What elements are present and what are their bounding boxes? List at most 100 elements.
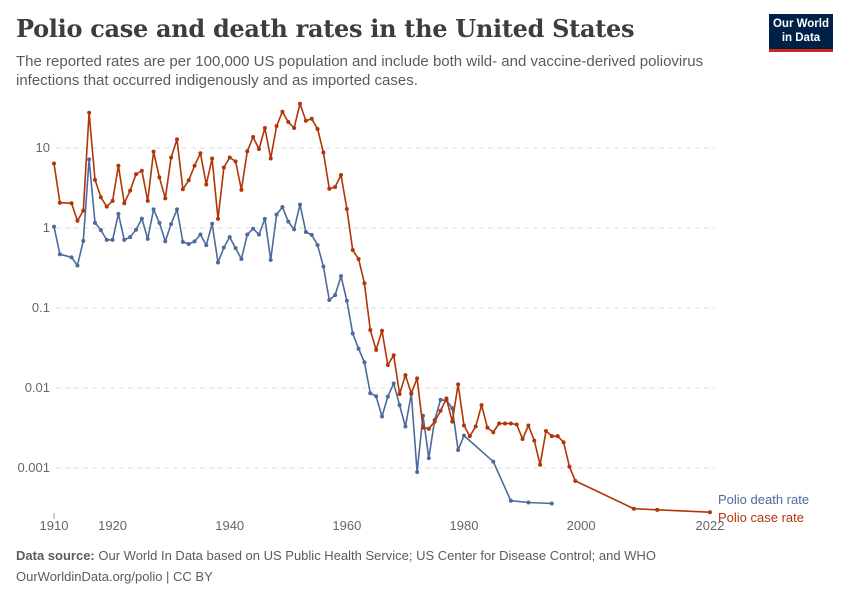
- data-point[interactable]: [491, 430, 496, 435]
- data-point[interactable]: [116, 163, 121, 168]
- data-point[interactable]: [303, 230, 308, 235]
- data-point[interactable]: [520, 437, 525, 442]
- data-point[interactable]: [438, 397, 443, 402]
- data-point[interactable]: [344, 206, 349, 211]
- data-point[interactable]: [327, 186, 332, 191]
- data-point[interactable]: [333, 293, 338, 298]
- data-point[interactable]: [297, 202, 302, 207]
- data-point[interactable]: [98, 228, 103, 233]
- data-point[interactable]: [707, 510, 712, 515]
- data-point[interactable]: [215, 216, 220, 221]
- data-point[interactable]: [286, 219, 291, 224]
- data-point[interactable]: [426, 456, 431, 461]
- data-point[interactable]: [180, 187, 185, 192]
- footer-url[interactable]: OurWorldinData.org/polio | CC BY: [16, 569, 213, 584]
- data-point[interactable]: [508, 498, 513, 503]
- data-point[interactable]: [52, 161, 56, 166]
- data-point[interactable]: [315, 126, 320, 131]
- data-point[interactable]: [251, 226, 256, 231]
- data-point[interactable]: [186, 242, 191, 247]
- data-point[interactable]: [309, 232, 314, 237]
- data-point[interactable]: [104, 204, 109, 209]
- data-point[interactable]: [204, 182, 209, 187]
- data-point[interactable]: [186, 178, 191, 183]
- data-point[interactable]: [338, 274, 343, 279]
- data-point[interactable]: [450, 406, 455, 411]
- data-point[interactable]: [297, 101, 302, 106]
- data-point[interactable]: [75, 263, 80, 268]
- data-point[interactable]: [655, 507, 660, 512]
- data-point[interactable]: [350, 248, 355, 253]
- data-point[interactable]: [526, 500, 531, 505]
- data-point[interactable]: [403, 424, 408, 429]
- data-point[interactable]: [69, 255, 74, 260]
- data-point[interactable]: [549, 501, 554, 506]
- data-point[interactable]: [385, 362, 390, 367]
- data-point[interactable]: [456, 447, 461, 452]
- data-point[interactable]: [251, 135, 256, 140]
- data-point[interactable]: [502, 421, 507, 426]
- data-point[interactable]: [210, 221, 215, 226]
- data-point[interactable]: [157, 175, 162, 180]
- data-point[interactable]: [87, 110, 92, 115]
- data-point[interactable]: [163, 196, 168, 201]
- data-point[interactable]: [280, 205, 285, 210]
- data-point[interactable]: [174, 207, 179, 212]
- data-point[interactable]: [344, 298, 349, 303]
- data-point[interactable]: [268, 156, 273, 161]
- owid-logo[interactable]: Our World in Data: [769, 14, 833, 52]
- data-point[interactable]: [391, 353, 396, 358]
- data-point[interactable]: [374, 394, 379, 399]
- data-point[interactable]: [543, 429, 548, 434]
- data-point[interactable]: [87, 157, 92, 162]
- data-point[interactable]: [122, 237, 127, 242]
- data-point[interactable]: [379, 414, 384, 419]
- data-point[interactable]: [549, 434, 554, 439]
- data-point[interactable]: [397, 392, 402, 397]
- data-point[interactable]: [233, 159, 238, 164]
- data-point[interactable]: [81, 238, 86, 243]
- data-point[interactable]: [169, 222, 174, 227]
- data-point[interactable]: [292, 125, 297, 130]
- data-point[interactable]: [397, 403, 402, 408]
- data-point[interactable]: [444, 396, 449, 401]
- data-point[interactable]: [180, 239, 185, 244]
- data-point[interactable]: [174, 137, 179, 142]
- data-point[interactable]: [239, 256, 244, 261]
- data-point[interactable]: [403, 373, 408, 378]
- data-point[interactable]: [227, 235, 232, 240]
- data-point[interactable]: [110, 198, 115, 203]
- data-point[interactable]: [426, 426, 431, 431]
- data-point[interactable]: [485, 425, 490, 430]
- data-point[interactable]: [92, 177, 97, 182]
- data-point[interactable]: [274, 124, 279, 129]
- data-point[interactable]: [245, 149, 250, 154]
- data-point[interactable]: [139, 168, 144, 173]
- data-point[interactable]: [350, 331, 355, 336]
- data-point[interactable]: [262, 125, 267, 130]
- data-point[interactable]: [133, 172, 138, 177]
- data-point[interactable]: [274, 212, 279, 217]
- data-point[interactable]: [327, 297, 332, 302]
- data-point[interactable]: [456, 382, 461, 387]
- data-point[interactable]: [555, 434, 560, 439]
- data-point[interactable]: [526, 423, 531, 428]
- data-point[interactable]: [391, 381, 396, 386]
- data-point[interactable]: [491, 459, 496, 464]
- data-point[interactable]: [122, 201, 127, 206]
- data-point[interactable]: [98, 195, 103, 200]
- data-point[interactable]: [239, 187, 244, 192]
- data-point[interactable]: [567, 464, 572, 469]
- data-point[interactable]: [573, 478, 578, 483]
- data-point[interactable]: [81, 208, 86, 213]
- data-point[interactable]: [415, 376, 420, 381]
- data-point[interactable]: [561, 440, 566, 445]
- data-point[interactable]: [227, 155, 232, 160]
- data-point[interactable]: [420, 425, 425, 430]
- data-point[interactable]: [415, 470, 420, 475]
- data-point[interactable]: [75, 218, 80, 223]
- data-point[interactable]: [110, 237, 115, 242]
- data-point[interactable]: [145, 236, 150, 241]
- data-point[interactable]: [204, 243, 209, 248]
- data-point[interactable]: [192, 239, 197, 244]
